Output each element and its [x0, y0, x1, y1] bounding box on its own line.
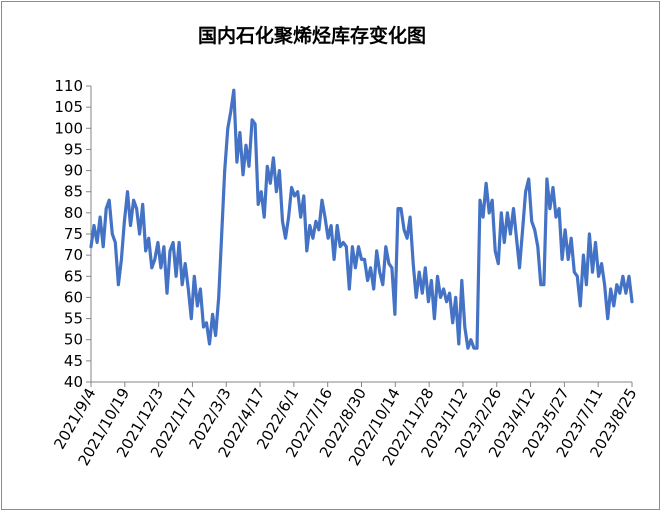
chart-axes: [90, 86, 632, 383]
y-tick-label: 95: [64, 140, 83, 158]
y-tick-label: 40: [64, 373, 83, 391]
series-line: [89, 88, 634, 350]
y-tick-label: 65: [64, 267, 83, 285]
y-tick-label: 90: [64, 162, 83, 180]
y-tick-label: 110: [54, 77, 83, 95]
y-tick-label: 85: [64, 183, 83, 201]
chart-title: 国内石化聚烯烃库存变化图: [198, 24, 426, 47]
y-tick-label: 45: [64, 352, 83, 370]
y-tick-label: 60: [64, 288, 83, 306]
series-group: [89, 88, 634, 350]
y-tick-label: 80: [64, 204, 83, 222]
y-tick-label: 105: [54, 98, 83, 116]
y-tick-label: 55: [64, 310, 83, 328]
x-axis: 2021/9/42021/10/192021/12/32022/1/172022…: [50, 382, 640, 469]
y-tick-label: 75: [64, 225, 83, 243]
y-axis: 40 45 50 55 60 65 70 75 80 85 90 95 100 105 110: [54, 77, 91, 391]
y-tick-label: 70: [64, 246, 83, 264]
y-tick-label: 100: [54, 119, 83, 137]
y-tick-label: 50: [64, 331, 83, 349]
